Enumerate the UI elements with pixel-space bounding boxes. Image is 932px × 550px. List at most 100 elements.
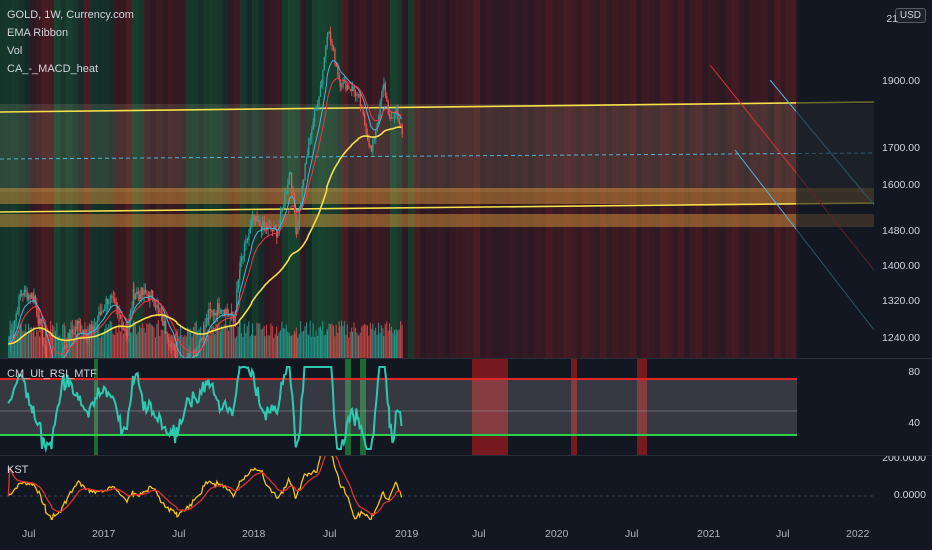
candle-body [201,338,203,341]
heat-stripe [366,0,373,358]
candle-body [115,301,117,306]
volume-bar [30,327,32,358]
candle-body [143,289,145,295]
candle-body [398,119,400,124]
candle-body [77,321,79,328]
volume-bar [297,337,299,358]
candle-body [401,126,403,135]
candle-body [289,172,291,175]
rsi-tick-label: 40 [908,417,920,429]
candle-body [147,295,150,301]
volume-bar [26,334,28,358]
pane-separator[interactable] [0,455,932,456]
volume-bar [47,333,49,358]
heat-stripe [318,0,325,358]
volume-bar [263,325,265,358]
volume-bar [256,322,258,358]
candle-body [279,211,282,226]
kst-pane[interactable]: KST 200.0000 0.0000 [0,456,932,520]
candle-body [323,57,325,71]
candle-body [249,225,251,234]
volume-bar [320,330,322,358]
time-tick-label: 2022 [846,528,870,540]
candle-body [257,220,260,222]
candle-body [166,334,168,340]
candle-body [16,313,19,315]
candle-body [376,123,378,131]
heat-stripe [354,0,361,358]
candle-body [78,321,80,324]
candle-body [74,326,76,335]
volume-bar [353,322,355,358]
volume-bar [260,329,262,358]
kst-chart[interactable] [0,456,932,520]
pane-separator[interactable] [0,358,932,359]
candle-body [76,326,78,328]
indicator-ema-ribbon[interactable]: EMA Ribbon [7,27,69,39]
candle-body [45,347,48,358]
heat-stripe [408,0,415,358]
volume-bar [319,326,321,358]
candle-body [134,294,136,299]
candle-body [264,226,266,228]
volume-bar [264,336,266,358]
volume-bar [90,325,93,358]
price-chart[interactable] [0,0,932,358]
heat-stripe [582,0,589,358]
candle-body [268,226,271,228]
volume-bar [332,325,334,358]
indicator-vol[interactable]: Vol [7,45,23,57]
time-tick-label: 2017 [92,528,116,540]
volume-bar [141,323,144,358]
heat-stripe [144,0,151,358]
rsi-chart[interactable] [0,359,932,455]
candle-body [307,149,309,157]
indicator-macd-heat[interactable]: CA_-_MACD_heat [7,63,99,75]
currency-button[interactable]: USD [894,8,926,23]
candle-body [32,293,34,301]
candle-body [122,328,125,330]
candle-body [95,322,97,327]
candle-body [328,32,330,34]
heat-stripe [204,0,211,358]
heat-stripe [252,0,259,358]
rsi-title[interactable]: CM_Ult_RSI_MTF [7,368,97,380]
candle-body [165,320,167,335]
candle-body [22,293,24,296]
volume-bar [195,320,197,358]
main-price-pane[interactable]: GOLD, 1W, Currency.com EMA Ribbon Vol CA… [0,0,932,358]
time-tick-label: 2020 [545,528,569,540]
volume-bar [309,320,311,358]
candle-body [229,315,231,317]
candle-body [370,146,373,152]
volume-bar [265,324,268,358]
volume-bar [237,326,239,358]
volume-bar [150,324,152,358]
symbol-title[interactable]: GOLD, 1W, Currency.com [7,9,134,21]
candle-body [159,308,161,313]
candle-body [395,108,398,110]
candle-body [292,189,294,194]
heat-stripe [402,0,409,358]
volume-bar [314,336,316,358]
volume-bar [233,320,235,358]
heat-stripe [720,0,727,358]
candle-body [288,174,290,185]
heat-stripe [504,0,511,358]
heat-stripe [510,0,517,358]
rsi-pane[interactable]: CM_Ult_RSI_MTF 80 40 [0,359,932,455]
heat-stripe [468,0,475,358]
kst-title[interactable]: KST [7,464,29,476]
volume-bar [106,327,108,358]
volume-bar [382,328,384,358]
heat-stripe [576,0,583,358]
volume-bar [338,321,340,358]
volume-bar [229,322,231,358]
volume-bar [339,326,341,358]
candle-body [329,32,332,42]
volume-bar [8,336,10,358]
heat-stripe [732,0,739,358]
candle-body [30,293,33,299]
heat-stripe [762,0,769,358]
rsi-highlight-band [345,359,351,455]
